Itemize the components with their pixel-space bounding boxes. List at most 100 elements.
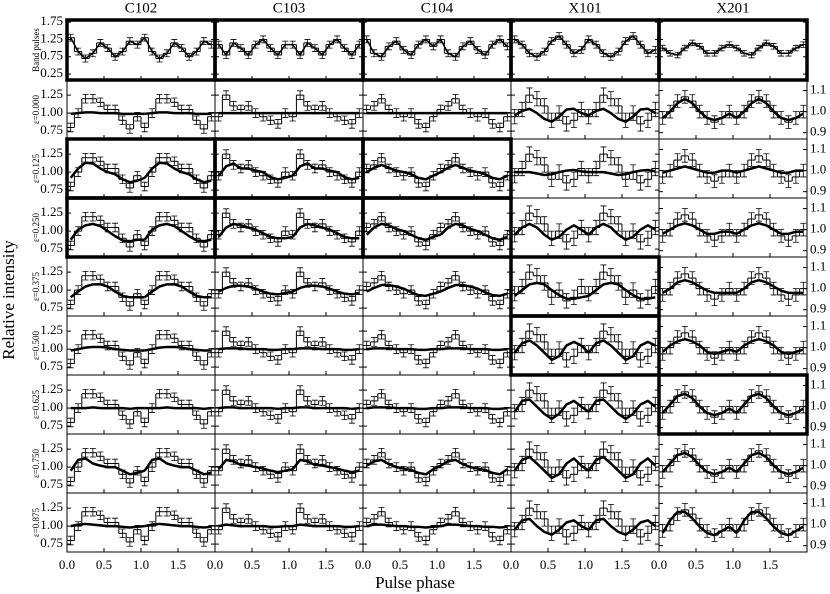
model-curve xyxy=(588,107,656,123)
y-tick-label: 1.00 xyxy=(40,104,63,119)
error-bar xyxy=(704,524,711,538)
x-tick-label: 1.0 xyxy=(133,557,149,572)
error-bar xyxy=(348,532,355,542)
error-bar xyxy=(223,385,230,395)
row-label: ε=0.000 xyxy=(31,94,41,124)
error-bar xyxy=(82,270,89,281)
error-bar xyxy=(422,535,429,546)
y-tick-label: 0.75 xyxy=(40,358,63,373)
model-curve xyxy=(513,281,582,300)
model-curve xyxy=(70,406,138,411)
model-join xyxy=(728,230,738,236)
y2-tick-label: 0.9 xyxy=(810,242,826,257)
error-bar xyxy=(726,41,733,48)
error-bar xyxy=(252,167,259,177)
y-tick-label: 1.25 xyxy=(40,381,63,396)
error-bar xyxy=(689,389,696,403)
model-join xyxy=(728,407,738,415)
error-bar xyxy=(297,503,304,513)
error-bar xyxy=(519,101,526,118)
error-bar xyxy=(541,275,548,291)
model-curve xyxy=(587,398,657,421)
error-bar xyxy=(726,399,733,414)
model-curve xyxy=(661,97,730,122)
error-bar xyxy=(637,293,644,309)
error-bar xyxy=(378,329,385,340)
column-title: C102 xyxy=(125,0,158,16)
error-bar xyxy=(533,209,540,225)
error-bar xyxy=(348,473,355,483)
error-bar xyxy=(496,535,503,546)
error-bar xyxy=(245,514,252,524)
error-bar xyxy=(689,448,696,462)
y-tick-label: 0.75 xyxy=(40,417,63,432)
error-bar xyxy=(496,122,503,133)
error-bar xyxy=(378,388,385,399)
error-bar xyxy=(267,410,274,421)
y2-tick-label: 1.0 xyxy=(810,516,826,531)
error-bar xyxy=(644,230,651,246)
y2-tick-label: 0.9 xyxy=(810,124,826,139)
model-join xyxy=(580,228,590,236)
error-bar xyxy=(718,288,725,302)
error-bar xyxy=(755,444,762,458)
error-bar xyxy=(67,358,74,369)
error-bar xyxy=(163,270,170,281)
error-bar xyxy=(667,458,674,473)
model-curve xyxy=(735,451,804,476)
error-bar xyxy=(304,455,311,465)
row-label: ε=0.500 xyxy=(31,330,41,360)
row-label: ε=0.125 xyxy=(31,153,41,183)
error-bar xyxy=(356,344,363,354)
error-bar xyxy=(637,234,644,250)
error-bar xyxy=(741,458,748,473)
error-bar xyxy=(489,532,496,542)
error-bar xyxy=(89,211,96,222)
model-curve xyxy=(661,392,730,417)
model-curve xyxy=(588,168,656,177)
error-bar xyxy=(200,242,207,252)
error-bar xyxy=(778,524,785,538)
model-curve xyxy=(662,165,730,174)
error-bar xyxy=(319,337,326,347)
row-label: ε=0.875 xyxy=(31,507,41,537)
model-curve xyxy=(217,222,286,240)
error-bar xyxy=(223,90,230,100)
model-curve xyxy=(144,37,212,60)
error-bar xyxy=(75,521,82,531)
error-bar xyxy=(533,327,540,343)
error-bar xyxy=(237,458,244,469)
error-bar xyxy=(67,299,74,310)
best-fit-frame xyxy=(361,196,513,259)
error-bar xyxy=(526,87,533,103)
error-bar xyxy=(267,528,274,539)
error-bar xyxy=(526,146,533,162)
model-curve xyxy=(736,222,804,236)
error-bar xyxy=(348,296,355,306)
model-curve xyxy=(143,161,212,184)
error-bar xyxy=(600,87,607,103)
error-bar xyxy=(681,503,688,517)
error-bar xyxy=(200,301,207,311)
model-curve xyxy=(292,406,360,411)
error-bar xyxy=(252,285,259,295)
error-bar xyxy=(607,386,614,402)
error-bar xyxy=(696,340,703,355)
error-bar xyxy=(274,473,281,483)
error-bar xyxy=(163,447,170,458)
y2-tick-label: 1.0 xyxy=(810,339,826,354)
error-bar xyxy=(252,226,259,236)
error-bar xyxy=(230,455,237,465)
x-tick-label: 0.5 xyxy=(96,557,112,572)
error-bar xyxy=(615,275,622,291)
error-bar xyxy=(134,40,141,49)
error-bar xyxy=(704,347,711,361)
y-tick-label: 1.00 xyxy=(40,340,63,355)
error-bar xyxy=(311,458,318,469)
y2-tick-label: 0.9 xyxy=(810,360,826,375)
error-bar xyxy=(504,524,511,535)
error-bar xyxy=(141,417,148,428)
error-bar xyxy=(452,270,459,281)
model-curve xyxy=(440,283,508,298)
error-bar xyxy=(667,399,674,414)
